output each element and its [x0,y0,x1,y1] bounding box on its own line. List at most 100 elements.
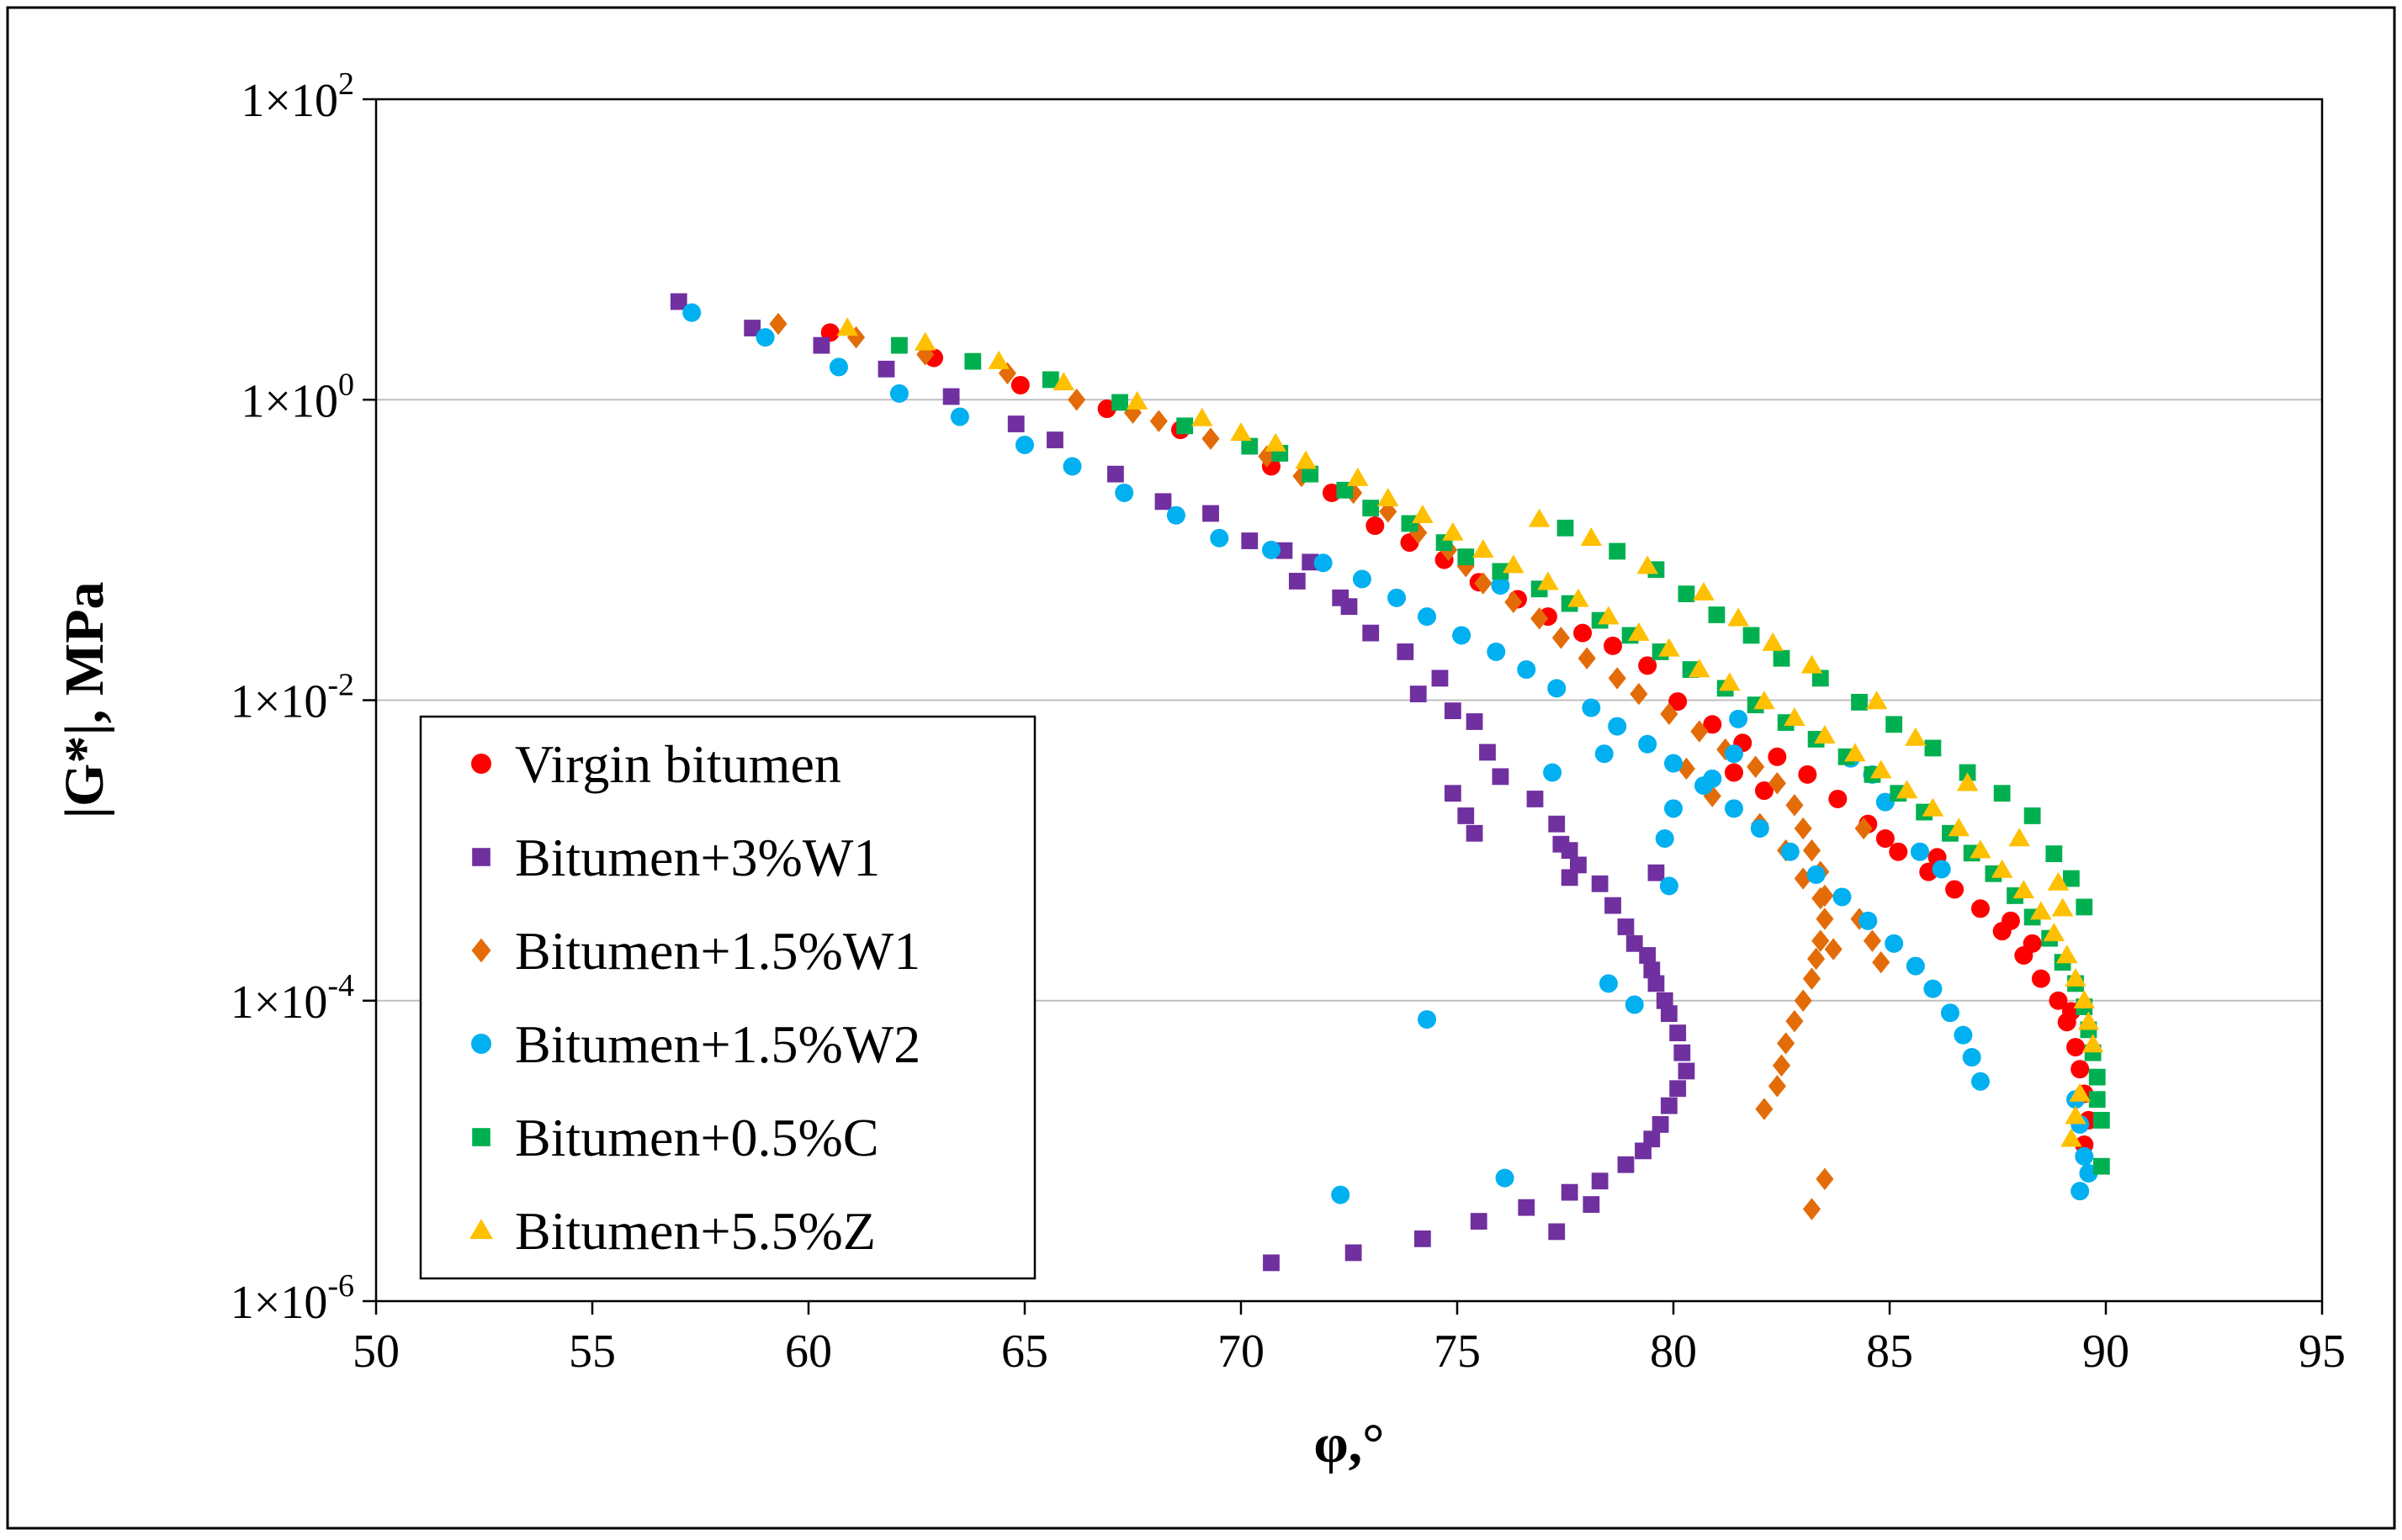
legend-label: Virgin bitumen [515,734,841,794]
data-point [1660,1097,1678,1114]
y-tick-label: 1×10-2 [231,668,354,728]
data-point [1344,1244,1362,1262]
data-point [2092,1157,2110,1175]
data-point [1945,880,1965,899]
data-point [2051,897,2074,917]
data-point [1854,817,1873,840]
data-point [1802,1198,1821,1220]
data-point [2088,1068,2106,1086]
data-point [1608,717,1627,736]
legend-item: Virgin bitumen [471,734,841,794]
data-point [1772,1054,1791,1077]
data-point [2073,989,2096,1008]
data-points [670,293,2110,1272]
data-point [1295,450,1317,469]
data-point [682,303,702,322]
data-point [1727,607,1749,627]
data-point [2060,1128,2082,1147]
data-point [1669,1024,1687,1041]
data-point [942,388,960,405]
data-point [1800,654,1823,674]
data-point [1457,548,1475,565]
data-point [1991,859,2013,878]
data-point [1762,632,1784,651]
data-point [2065,1105,2087,1125]
data-point [1811,886,1830,910]
data-point [1288,573,1306,590]
data-point [1755,1098,1774,1120]
data-point [1703,769,1722,788]
data-point [2069,1082,2091,1102]
data-point [1107,465,1124,483]
data-point [1924,739,1942,757]
data-point [1608,667,1626,690]
data-point [1811,929,1830,952]
data-point [2075,1146,2094,1166]
data-point [1896,780,1918,799]
data-point [1689,659,1710,678]
data-point [1658,638,1680,657]
data-point [1452,626,1471,645]
data-point [1126,390,1148,410]
x-tick-label: 50 [353,1326,400,1378]
data-point [1659,876,1678,896]
data-point [2055,945,2078,964]
data-point [1487,642,1506,661]
data-point [1664,754,1683,773]
data-point [744,320,761,336]
data-point [1635,1142,1652,1160]
data-point [1923,979,1943,998]
data-point [1639,947,1657,964]
data-point [1970,1072,1990,1091]
data-point [1869,759,1892,779]
legend-marker [471,938,491,963]
data-point [1053,372,1075,391]
data-point [1905,727,1927,746]
data-point [1703,715,1722,734]
data-point [1598,606,1620,625]
data-point [1551,627,1570,649]
data-point [1111,394,1128,411]
data-point [1491,576,1510,595]
data-point [2062,870,2080,887]
data-point [1954,1025,1973,1045]
legend-item: Bitumen+1.5%W1 [471,921,920,981]
data-point [1814,724,1836,744]
legend-marker [469,1219,493,1240]
data-point [2092,1112,2110,1129]
data-point [1956,772,1979,791]
data-point [1754,781,1774,801]
data-point [1567,588,1589,607]
data-point [1690,720,1709,743]
data-point [1561,869,1578,886]
legend-label: Bitumen+1.5%W1 [515,921,920,981]
data-point [1768,1075,1786,1098]
y-tick-exponent: -2 [327,668,354,703]
data-point [1851,693,1868,711]
data-point [1875,792,1895,812]
data-point [1922,797,1944,817]
data-point [2077,1011,2100,1030]
data-point [891,336,908,354]
data-point [1750,819,1769,839]
data-point [1583,1196,1600,1213]
data-point [1068,389,1086,411]
x-tick-label: 95 [2299,1326,2346,1378]
x-tick-label: 70 [1217,1326,1265,1378]
data-point [2001,911,2020,930]
data-point [1970,839,1991,859]
data-point [1442,521,1464,541]
legend-item: Bitumen+5.5%Z [469,1201,876,1261]
data-point [829,357,848,377]
legend-marker [471,754,491,774]
data-point [1932,860,1951,879]
y-tick-exponent: -4 [327,968,354,1003]
data-point [1201,427,1220,450]
x-tick-label: 65 [1001,1326,1048,1378]
data-point [1784,707,1805,727]
data-point [1889,842,1908,861]
data-point [1472,539,1494,558]
data-point [1859,911,1878,930]
